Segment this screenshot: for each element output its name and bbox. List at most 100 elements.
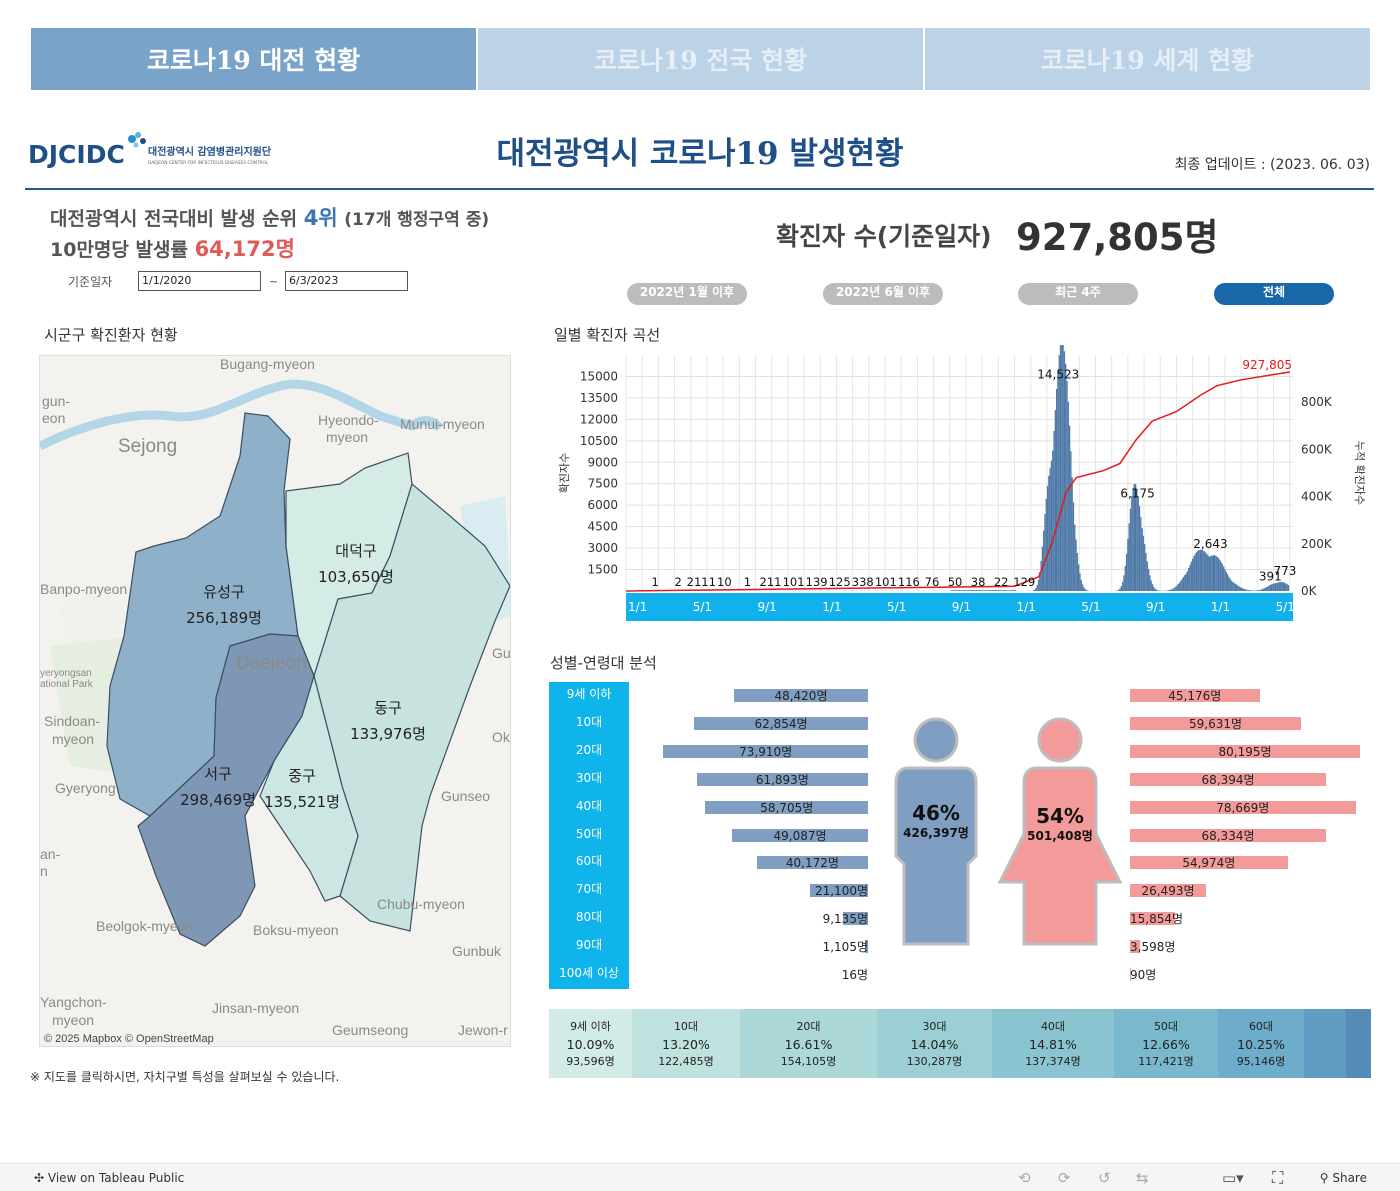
daily-bar: [1132, 487, 1134, 591]
female-bar[interactable]: [1130, 940, 1141, 954]
female-bar[interactable]: [1130, 744, 1360, 758]
male-bar[interactable]: [694, 716, 868, 730]
refresh-icon[interactable]: ⇆: [1136, 1169, 1149, 1187]
male-bar[interactable]: [696, 772, 868, 786]
female-bar[interactable]: [1130, 856, 1288, 870]
place-label: Gunseo: [441, 788, 490, 804]
age-group-label: 30대: [575, 770, 603, 785]
female-bar-label: 68,394명: [1201, 772, 1255, 787]
daily-bar: [1171, 589, 1173, 591]
daily-bar: [1181, 578, 1183, 591]
peak-label: 6,175: [1120, 487, 1154, 501]
female-bar[interactable]: [1130, 884, 1206, 898]
filter-2022-jan[interactable]: 2022년 1월 이후: [627, 283, 747, 305]
age-strip-cell[interactable]: 40대 14.81% 137,374명: [992, 1009, 1114, 1078]
place-label: Hyeondo-: [318, 412, 379, 428]
fullscreen-icon[interactable]: ⛶: [1272, 1168, 1284, 1187]
peak-label: 391: [1259, 569, 1282, 583]
female-bar[interactable]: [1130, 716, 1302, 730]
daily-bar: [1071, 477, 1073, 591]
daily-bar: [1147, 568, 1150, 591]
tab-national[interactable]: 코로나19 전국 현황: [478, 28, 923, 90]
age-strip-cell[interactable]: 50대 12.66% 117,421명: [1114, 1009, 1218, 1078]
age-strip-cell[interactable]: 20대 16.61% 154,105명: [740, 1009, 877, 1078]
female-bar-label: 59,631명: [1188, 716, 1243, 731]
tab-daejeon[interactable]: 코로나19 대전 현황: [31, 28, 476, 90]
share-button[interactable]: ⚲ Share: [1319, 1171, 1367, 1185]
daily-bar: [1008, 590, 1010, 591]
daily-bar: [954, 590, 957, 591]
daily-bar: [1173, 587, 1176, 591]
filter-2022-jun[interactable]: 2022년 6월 이후: [823, 283, 943, 305]
male-bar[interactable]: [756, 856, 868, 870]
tab-world[interactable]: 코로나19 세계 현황: [925, 28, 1370, 90]
strip-age: 60대: [1248, 1020, 1274, 1033]
date-from-input[interactable]: 1/1/2020: [138, 271, 261, 291]
daily-bar: [1000, 590, 1002, 591]
daily-bar: [1190, 561, 1192, 591]
male-bar[interactable]: [705, 800, 868, 814]
age-strip-cell[interactable]: 10대 13.20% 122,485명: [632, 1009, 740, 1078]
header-divider: [25, 188, 1374, 190]
daily-bar: [961, 590, 963, 591]
daily-bar: [1201, 549, 1203, 591]
undo-icon[interactable]: ⟲: [1018, 1169, 1031, 1187]
date-to-input[interactable]: 6/3/2023: [285, 271, 408, 291]
daily-bar: [1118, 589, 1120, 591]
daily-bar: [1169, 589, 1172, 591]
daily-bar: [1277, 582, 1279, 591]
y-tick-label: 1500: [587, 563, 618, 577]
daily-bar: [1149, 575, 1151, 591]
female-bar[interactable]: [1130, 689, 1260, 702]
filter-all[interactable]: 전체: [1214, 283, 1334, 305]
filter-recent-4w[interactable]: 최근 4주: [1018, 283, 1138, 305]
comment-icon[interactable]: ▭▾: [1222, 1169, 1244, 1187]
district-value-yuseong: 256,189명: [186, 609, 262, 627]
age-strip-cell[interactable]: [1346, 1009, 1371, 1078]
view-on-tableau-link[interactable]: ✣ View on Tableau Public: [34, 1171, 185, 1185]
age-strip-cell[interactable]: 30대 14.04% 130,287명: [877, 1009, 992, 1078]
peak-label: 2,643: [1193, 537, 1227, 551]
daily-bar: [1133, 483, 1135, 591]
age-strip-cell[interactable]: [1304, 1009, 1346, 1078]
daily-bar: [1238, 586, 1240, 591]
daily-bar: [1144, 544, 1146, 591]
daily-bar: [976, 590, 979, 591]
daily-bar: [1207, 555, 1209, 591]
place-label: Beolgok-myeon: [96, 918, 193, 934]
male-bar[interactable]: [864, 940, 868, 954]
female-bar[interactable]: [1130, 800, 1356, 814]
logo-subtitle-en: DAEJEON CENTER FOR INFECTIOUS DISEASES C…: [148, 160, 269, 166]
female-bar[interactable]: [1130, 912, 1176, 926]
revert-icon[interactable]: ↺: [1098, 1169, 1111, 1187]
place-label: Gu: [492, 645, 511, 661]
male-bar[interactable]: [732, 828, 868, 842]
male-bar[interactable]: [663, 744, 868, 758]
daily-bar: [1061, 345, 1063, 591]
female-bar[interactable]: [1130, 828, 1326, 842]
age-strip-cell[interactable]: 60대 10.25% 95,146명: [1218, 1009, 1304, 1078]
female-bar[interactable]: [1130, 772, 1327, 786]
gender-figures: 46% 426,397명 54% 501,408명: [894, 717, 1123, 946]
daily-bar: [1179, 582, 1181, 591]
male-bar[interactable]: [842, 912, 868, 926]
male-bar-label: 40,172명: [785, 856, 839, 871]
daily-bar: [1246, 589, 1248, 591]
daily-bar: [1039, 572, 1041, 591]
y2-axis-label: 누적 확진자수: [1353, 441, 1366, 505]
age-strip-cell[interactable]: 9세 이하 10.09% 93,596명: [549, 1009, 632, 1078]
daily-bar: [1049, 467, 1051, 591]
map-title: 시군구 확진환자 현황: [44, 326, 178, 344]
place-label: Gyeryong: [55, 780, 116, 796]
daily-bar: [1274, 583, 1277, 591]
daily-bar: [1067, 401, 1069, 591]
male-bar[interactable]: [733, 689, 868, 702]
daily-bar: [974, 590, 976, 591]
daily-bar: [1259, 589, 1261, 591]
redo-icon[interactable]: ⟳: [1058, 1169, 1071, 1187]
y-tick-label: 15000: [580, 369, 618, 383]
chart-grid: [625, 355, 1293, 591]
district-map[interactable]: Bugang-myeon gun- eon Sejong Hyeondo- my…: [39, 355, 511, 1047]
daily-bar: [1250, 590, 1252, 591]
male-bar[interactable]: [809, 884, 868, 898]
